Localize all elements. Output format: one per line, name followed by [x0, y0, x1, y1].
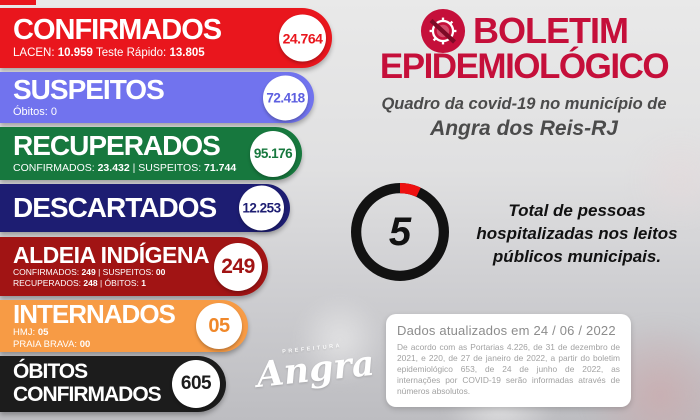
aldeia-details-line1: CONFIRMADOS: 249 | SUSPEITOS: 00: [13, 267, 206, 278]
internados-praia-line: PRAIA BRAVA: 00: [13, 339, 186, 351]
hospitalized-count: 5: [388, 209, 412, 254]
recuperados-details: CONFIRMADOS: 23.432 | SUSPEITOS: 71.744: [13, 162, 240, 174]
stat-bar-descartados: DESCARTADOS 12.253: [0, 184, 290, 232]
stat-bar-obitos-confirmados: ÓBITOS CONFIRMADOS 605: [0, 356, 226, 412]
aldeia-suspeitos-value: 00: [155, 267, 166, 278]
recuperados-confirmados-label: CONFIRMADOS:: [13, 162, 95, 175]
internados-hmj-line: HMJ: 05: [13, 327, 186, 339]
stat-bar-confirmados: CONFIRMADOS LACEN: 10.959 Teste Rápido: …: [0, 8, 332, 68]
internados-title: INTERNADOS: [13, 299, 176, 330]
hmj-value: 05: [37, 327, 49, 339]
aldeia-total-badge: 249: [214, 242, 262, 291]
recuperados-suspeitos-label: SUSPEITOS:: [138, 162, 202, 175]
praia-brava-value: 00: [79, 339, 91, 350]
data-update-box: Dados atualizados em 24 / 06 / 2022 De a…: [386, 314, 631, 407]
aldeia-recuperados-value: 248: [83, 278, 98, 288]
internados-total-badge: 05: [196, 303, 242, 349]
recuperados-confirmados-value: 23.432: [97, 162, 130, 175]
aldeia-title: ALDEIA INDÍGENA: [13, 242, 210, 269]
bulletin-header: BOLETIM EPIDEMIOLÓGICO Quadro da covid-1…: [350, 8, 698, 141]
aldeia-confirmados-value: 249: [81, 267, 96, 278]
suspeitos-total-badge: 72.418: [263, 75, 308, 120]
descartados-title: DESCARTADOS: [13, 192, 217, 223]
separator: |: [99, 278, 103, 288]
no-virus-icon: [420, 8, 466, 54]
hospitalized-description: Total de pessoas hospitalizadas nos leit…: [476, 201, 678, 266]
recuperados-suspeitos-value: 71.744: [204, 162, 237, 175]
descartados-total-badge: 12.253: [239, 185, 284, 231]
obitos-title-line2: CONFIRMADOS: [13, 383, 162, 406]
background-virus-decoration: [295, 295, 385, 385]
aldeia-confirmados-label: CONFIRMADOS:: [13, 267, 80, 278]
donut-ring: [351, 183, 449, 281]
city-name: Angra dos Reis-RJ: [430, 117, 618, 140]
obitos-total-badge: 605: [172, 360, 220, 408]
aldeia-details-line2: RECUPERADOS: 248 | ÓBITOS: 1: [13, 278, 206, 289]
teste-rapido-value: 13.805: [169, 46, 205, 59]
prefeitura-angra-logo: PREFEITURA Angra: [254, 340, 376, 396]
recuperados-title: RECUPERADOS: [13, 130, 221, 162]
separator: |: [98, 267, 101, 278]
suspeitos-obitos-label: Óbitos:: [13, 106, 48, 119]
confirmados-title: CONFIRMADOS: [13, 13, 222, 46]
bulletin-title-line2: EPIDEMIOLÓGICO: [379, 47, 670, 86]
aldeia-obitos-value: 1: [141, 278, 146, 288]
praia-brava-label: PRAIA BRAVA:: [13, 339, 78, 350]
confirmados-details: LACEN: 10.959 Teste Rápido: 13.805: [13, 47, 270, 60]
lacen-value: 10.959: [57, 46, 93, 59]
stat-bar-aldeia-indigena: ALDEIA INDÍGENA CONFIRMADOS: 249 | SUSPE…: [0, 237, 268, 296]
lacen-label: LACEN:: [13, 46, 55, 59]
bulletin-subtitle: Quadro da covid-19 no município de: [381, 95, 667, 113]
hmj-label: HMJ:: [13, 327, 36, 339]
bulletin-title-line1: BOLETIM: [473, 10, 629, 51]
update-note-text: De acordo com as Portarias 4.226, de 31 …: [397, 342, 620, 396]
stat-bar-suspeitos: SUSPEITOS Óbitos: 0 72.418: [0, 72, 314, 123]
obitos-title-line1: ÓBITOS: [13, 360, 88, 384]
stat-bar-recuperados: RECUPERADOS CONFIRMADOS: 23.432 | SUSPEI…: [0, 127, 302, 180]
hospitalized-donut-chart: 5: [344, 176, 456, 288]
aldeia-obitos-label: ÓBITOS:: [104, 278, 139, 288]
stat-bar-internados: INTERNADOS HMJ: 05 PRAIA BRAVA: 00 05: [0, 300, 248, 352]
header-row: BOLETIM: [350, 8, 698, 54]
teste-rapido-label: Teste Rápido:: [95, 46, 167, 59]
recuperados-total-badge: 95.176: [250, 130, 296, 177]
update-date-title: Dados atualizados em 24 / 06 / 2022: [397, 323, 616, 338]
suspeitos-title: SUSPEITOS: [13, 74, 165, 106]
confirmados-total-badge: 24.764: [279, 14, 326, 62]
suspeitos-details: Óbitos: 0: [13, 106, 252, 119]
separator: |: [132, 162, 136, 175]
aldeia-recuperados-label: RECUPERADOS:: [13, 278, 82, 288]
suspeitos-obitos-value: 0: [50, 106, 58, 119]
top-left-red-strip: [0, 0, 36, 5]
aldeia-suspeitos-label: SUSPEITOS:: [102, 267, 154, 278]
